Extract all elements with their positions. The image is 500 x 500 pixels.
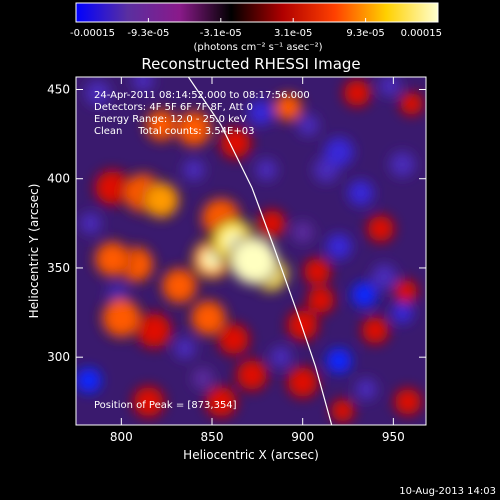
intensity-blob-positive (395, 389, 421, 415)
colorbar-tick-label: 3.1e-05 (274, 28, 312, 39)
chart-title: Reconstructed RHESSI Image (141, 55, 360, 73)
x-tick-label: 850 (201, 430, 224, 444)
intensity-blob-positive (144, 183, 178, 217)
intensity-blob-positive (237, 360, 267, 390)
intensity-blob-negative (324, 137, 354, 167)
intensity-blob-negative (378, 77, 401, 97)
intensity-blob-positive (288, 367, 318, 397)
intensity-blob-negative (192, 367, 214, 390)
timestamp: 10-Aug-2013 14:03 (399, 486, 496, 497)
annotation-clean-counts: Clean Total counts: 3.54E+03 (94, 126, 254, 137)
intensity-blob-positive (288, 310, 318, 340)
intensity-blob-negative (391, 301, 414, 324)
intensity-blob-positive (367, 215, 394, 242)
colorbar-tick-label: 9.3e-05 (346, 28, 384, 39)
intensity-blob-positive (308, 287, 334, 313)
intensity-blob-negative (132, 77, 154, 92)
intensity-blob-positive (362, 317, 388, 344)
intensity-blob-negative (326, 233, 352, 260)
intensity-blob-negative (297, 114, 320, 137)
intensity-blob-positive (103, 299, 140, 337)
intensity-blob-negative (348, 180, 374, 206)
intensity-blob-positive (275, 94, 301, 121)
x-axis-ticks: 800 850 900 950 (110, 77, 405, 444)
annotation-peak-position: Position of Peak = [873,354] (94, 400, 237, 411)
annotation-detectors: Detectors: 4F 5F 6F 7F 8F, Att 0 (94, 102, 253, 113)
annotation-time-range: 24-Apr-2011 08:14:52.000 to 08:17:56.000 (94, 90, 310, 101)
y-axis-ticks: 300 350 400 450 (47, 82, 426, 364)
intensity-blob-negative (85, 80, 111, 106)
intensity-blob-negative (76, 367, 102, 394)
intensity-blob-negative (173, 337, 196, 360)
intensity-blob-negative (355, 378, 378, 401)
plot-frame (75, 76, 427, 426)
intensity-core (241, 248, 266, 273)
intensity-blob-negative (182, 158, 205, 181)
x-axis-label: Heliocentric X (arcsec) (183, 448, 319, 462)
intensity-blob-positive (95, 171, 129, 204)
intensity-blob-positive (163, 269, 196, 303)
colorbar-tick-label: -9.3e-05 (127, 28, 169, 39)
intensity-blob-positive (137, 314, 171, 347)
intensity-blob-positive (400, 92, 423, 115)
intensity-blob-negative (248, 99, 274, 126)
intensity-blob-positive (134, 387, 164, 417)
intensity-blob-positive (395, 280, 417, 303)
intensity-blob-positive (206, 387, 236, 417)
intensity-blob-positive (95, 242, 129, 276)
intensity-blob-positive (304, 258, 330, 285)
intensity-blob-negative (326, 348, 352, 374)
colorbar-ticks: -0.00015 -9.3e-05 -3.1e-05 3.1e-05 9.3e-05 0.… (70, 18, 442, 39)
y-axis-label: Heliocentric Y (arcsec) (27, 184, 41, 319)
x-tick-label: 800 (110, 430, 133, 444)
y-tick-label: 400 (47, 172, 70, 186)
intensity-blob-negative (351, 282, 378, 308)
intensity-blob-negative (79, 212, 102, 235)
intensity-blob-positive (177, 112, 211, 146)
intensity-blob-positive (221, 128, 251, 158)
colorbar-tick-label: -0.00015 (70, 28, 115, 39)
colorbar-tick-label: -3.1e-05 (200, 28, 242, 39)
y-tick-label: 300 (47, 350, 70, 364)
solar-limb-line (187, 77, 333, 425)
intensity-blob-positive (344, 80, 370, 106)
intensity-blob-negative (255, 158, 278, 181)
intensity-blob-negative (291, 221, 314, 244)
intensity-map (76, 77, 426, 425)
intensity-blob-positive (219, 324, 249, 354)
colorbar (75, 2, 439, 23)
colorbar-unit: (photons cm⁻² s⁻¹ asec⁻²) (193, 42, 322, 53)
y-tick-label: 450 (47, 82, 70, 96)
annotation-energy-range: Energy Range: 12.0 - 25.0 keV (94, 114, 247, 125)
intensity-blob-negative (371, 264, 397, 290)
y-tick-label: 350 (47, 261, 70, 275)
intensity-blob-positive (331, 399, 354, 422)
intensity-blob-positive (192, 301, 225, 335)
intensity-blob-negative (389, 151, 416, 178)
intensity-blob-positive (259, 210, 285, 237)
colorbar-tick-label: 0.00015 (401, 28, 442, 39)
intensity-blob-positive (146, 110, 176, 140)
x-tick-label: 900 (291, 430, 314, 444)
x-tick-label: 950 (382, 430, 405, 444)
intensity-blob-negative (270, 346, 292, 369)
